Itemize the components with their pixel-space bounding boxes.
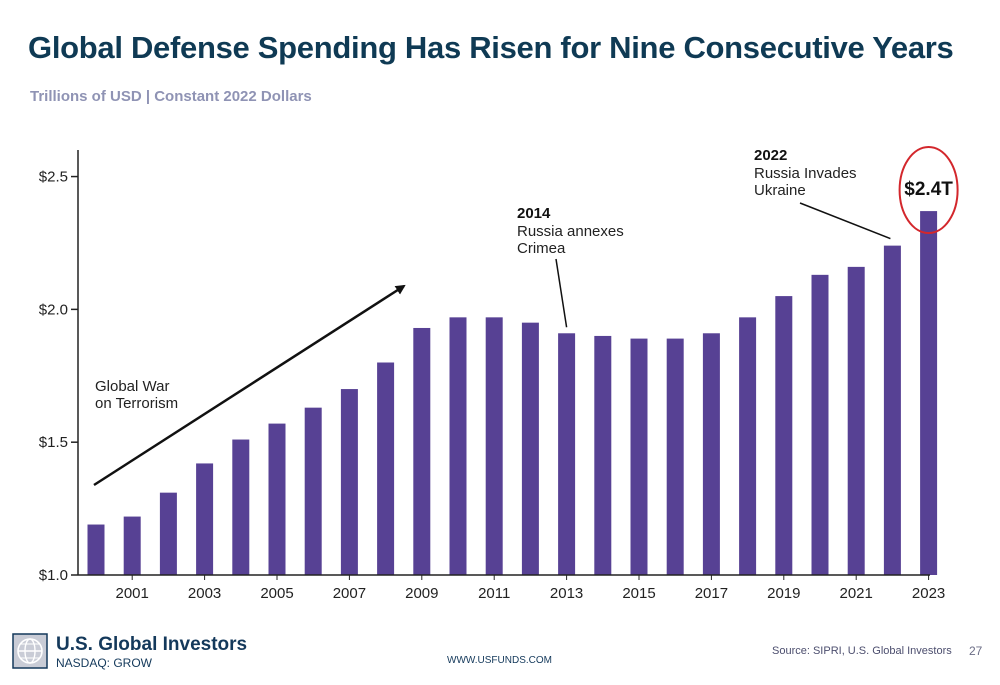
- bar-2003: [196, 463, 214, 575]
- annotation-crimea-text: Crimea: [517, 240, 566, 257]
- y-tick-label: $1.5: [39, 434, 68, 451]
- x-tick-label: 2023: [912, 585, 945, 602]
- chart-title: Global Defense Spending Has Risen for Ni…: [28, 30, 954, 65]
- page-number: 27: [969, 644, 983, 658]
- bar-2023: [920, 211, 938, 575]
- x-tick-label: 2005: [260, 585, 293, 602]
- annotation-ukraine-year: 2022: [754, 147, 787, 164]
- bar-2012: [521, 322, 539, 575]
- bar-2013: [558, 333, 576, 575]
- annotation-gwot-text: on Terrorism: [95, 395, 178, 412]
- bar-2014: [594, 335, 612, 575]
- bars-group: [87, 211, 938, 575]
- peak-value-label: $2.4T: [904, 179, 953, 200]
- bar-2017: [702, 333, 720, 575]
- annotation-ukraine-text: Russia Invades: [754, 165, 857, 182]
- x-tick-label: 2013: [550, 585, 583, 602]
- peak-highlight-circle: [898, 146, 959, 234]
- annotation-crimea-text: Russia annexes: [517, 223, 624, 240]
- globe-logo-icon: [12, 633, 48, 669]
- annotation-gwot-text: Global War: [95, 378, 169, 395]
- source-note: Source: SIPRI, U.S. Global Investors: [772, 645, 952, 657]
- bar-2007: [340, 389, 358, 575]
- bar-2000: [87, 524, 105, 575]
- x-tick-label: 2019: [767, 585, 800, 602]
- bar-2005: [268, 423, 286, 575]
- defense-spending-bar-chart: $1.0 $1.5 $2.0 $2.5 2001 2003 2005 2007 2009 2011…: [39, 146, 959, 602]
- bar-2006: [304, 407, 322, 575]
- brand-name: U.S. Global Investors: [56, 634, 248, 655]
- x-tick-label: 2001: [116, 585, 149, 602]
- chart-subtitle: Trillions of USD | Constant 2022 Dollars: [30, 88, 312, 105]
- bar-2004: [232, 439, 250, 575]
- bar-2009: [413, 327, 431, 575]
- y-tick-label: $2.0: [39, 301, 68, 318]
- bar-2021: [847, 266, 865, 575]
- bar-2015: [630, 338, 648, 575]
- x-tick-label: 2017: [695, 585, 728, 602]
- annotation-crimea-leader: [555, 258, 568, 328]
- x-tick-label: 2003: [188, 585, 221, 602]
- x-tick-label: 2009: [405, 585, 438, 602]
- bar-2010: [449, 317, 467, 575]
- bar-2001: [123, 516, 141, 575]
- x-tick-label: 2021: [840, 585, 873, 602]
- annotation-ukraine-text: Ukraine: [754, 182, 806, 199]
- bar-2016: [666, 338, 684, 575]
- annotation-crimea-year: 2014: [517, 205, 551, 222]
- bar-2002: [159, 492, 177, 575]
- y-tick-label: $2.5: [39, 169, 68, 186]
- bar-2008: [377, 362, 395, 575]
- x-tick-label: 2007: [333, 585, 366, 602]
- ticker-symbol: NASDAQ: GROW: [56, 656, 153, 670]
- bar-2011: [485, 317, 503, 575]
- axes-group: $1.0 $1.5 $2.0 $2.5 2001 2003 2005 2007 2009 2011…: [39, 150, 945, 602]
- bar-2018: [739, 317, 757, 575]
- x-tick-label: 2011: [478, 585, 510, 602]
- bar-2020: [811, 274, 829, 575]
- website-url[interactable]: WWW.USFUNDS.COM: [447, 655, 552, 666]
- bar-2022: [883, 245, 901, 575]
- annotation-ukraine-leader: [799, 202, 891, 240]
- y-tick-label: $1.0: [39, 567, 68, 584]
- x-tick-label: 2015: [622, 585, 655, 602]
- bar-2019: [775, 296, 793, 575]
- trend-arrow: [93, 284, 406, 487]
